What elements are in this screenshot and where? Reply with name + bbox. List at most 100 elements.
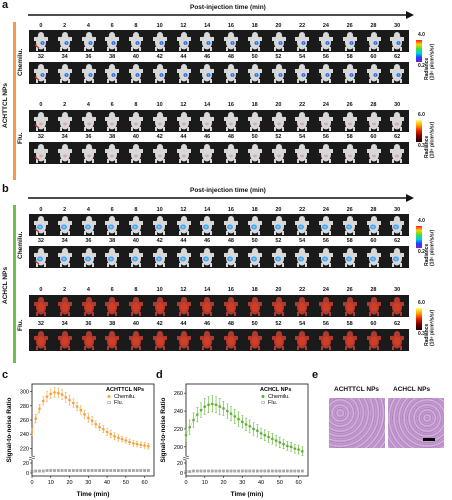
mouse-image [57,112,72,131]
mouse-image [57,216,72,235]
time-label: 46 [204,238,211,244]
time-label: 48 [227,134,234,140]
axis-break-mark [28,455,36,461]
panel-a-chemi-cb-min: 0.2 [418,63,425,69]
time-label: 32 [37,321,44,327]
time-label: 38 [109,321,116,327]
data-point-flu [237,469,240,473]
mouse-image [34,248,48,267]
time-label: 26 [346,207,353,213]
mouse-image [105,112,120,131]
x-tick-label: 60 [142,480,148,486]
time-label: 0 [39,102,43,108]
time-label: 20 [275,23,282,29]
mouse-image [34,144,48,163]
mouse-image [81,64,96,83]
time-label: 16 [227,23,234,29]
time-label: 36 [85,134,92,140]
time-label: 62 [394,54,401,60]
mouse-image [176,64,191,83]
data-point-flu [207,469,210,473]
mouse-image [295,248,310,267]
time-label: 26 [346,102,353,108]
mouse-image [366,112,381,131]
mouse-image [247,297,262,316]
time-label: 38 [109,54,116,60]
legend-entry: Chemilu. [268,394,290,400]
time-label: 0 [39,23,43,29]
axis-break-mark [182,455,190,461]
time-label: 10 [156,287,163,293]
y-tick-label: 220 [174,427,183,433]
panel-b-flu-cb-max: 6.0 [418,300,425,306]
mouse-image [152,297,167,316]
panel-b-chemi-strip-1 [29,214,409,236]
time-label: 58 [346,54,353,60]
mouse-image [319,112,333,131]
y-tick-label: 220 [20,446,29,452]
time-label: 0 [39,287,43,293]
time-label: 32 [37,54,44,60]
panel-a-time-row-4: 32 34 36 38 40 42 44 46 48 50 52 54 56 58 60 62 [29,134,409,141]
y-tick-label: 280 [20,404,29,410]
data-point-flu [30,470,34,473]
time-label: 28 [370,207,377,213]
x-tick-label: 20 [66,480,72,486]
mouse-image [224,248,238,267]
mouse-image [342,64,357,83]
panel-a-group-bar [13,22,16,180]
time-label: 6 [110,23,114,29]
mouse-image [295,112,310,131]
mouse-image [366,297,381,316]
time-label: 8 [134,23,138,29]
time-label: 30 [394,23,401,29]
panel-a-time-row-1: 0 2 4 6 8 10 12 14 16 18 20 22 24 26 28 30 [29,23,409,30]
mouse-image [81,297,96,316]
data-point-flu [244,469,248,473]
x-tick-label: 30 [239,480,245,486]
time-label: 6 [110,102,114,108]
mouse-image [200,331,215,350]
time-label: 50 [251,54,258,60]
time-label: 14 [204,207,211,213]
panel-b-header: Post-injection time (min) [190,187,266,194]
time-label: 46 [204,321,211,327]
mouse-image [81,248,96,267]
time-label: 38 [109,238,116,244]
time-label: 46 [204,54,211,60]
mouse-image [295,297,310,316]
data-point-flu [60,469,64,472]
data-point-flu [248,469,252,473]
mouse-image [247,112,262,131]
mouse-image [271,112,286,131]
time-label: 56 [322,134,329,140]
data-point-flu [263,469,267,473]
panel-a-flu-colorbar [416,120,422,142]
data-point-flu [75,469,79,472]
x-axis-label: Time (min) [231,491,264,498]
time-label: 58 [346,134,353,140]
data-point-flu [184,470,188,473]
mouse-image [271,144,286,163]
time-label: 52 [275,134,282,140]
time-label: 48 [227,238,234,244]
mouse-image [81,112,96,131]
data-point-flu [116,469,120,472]
mouse-image [176,248,191,267]
mouse-image [34,297,48,316]
y-tick-label: 20 [23,461,29,467]
mouse-image [295,216,310,235]
time-label: 14 [204,102,211,108]
panel-a-label: a [2,0,9,11]
time-label: 44 [180,321,187,327]
mouse-image [295,32,310,51]
mouse-image [247,248,262,267]
data-point-flu [105,469,109,472]
y-tick-label: 240 [20,432,29,438]
panel-e-label: e [312,369,319,381]
x-tick-label: 40 [258,480,264,486]
mouse-image [57,144,72,163]
data-point-chemilu [301,450,304,453]
time-label: 16 [227,207,234,213]
time-label: 48 [227,321,234,327]
